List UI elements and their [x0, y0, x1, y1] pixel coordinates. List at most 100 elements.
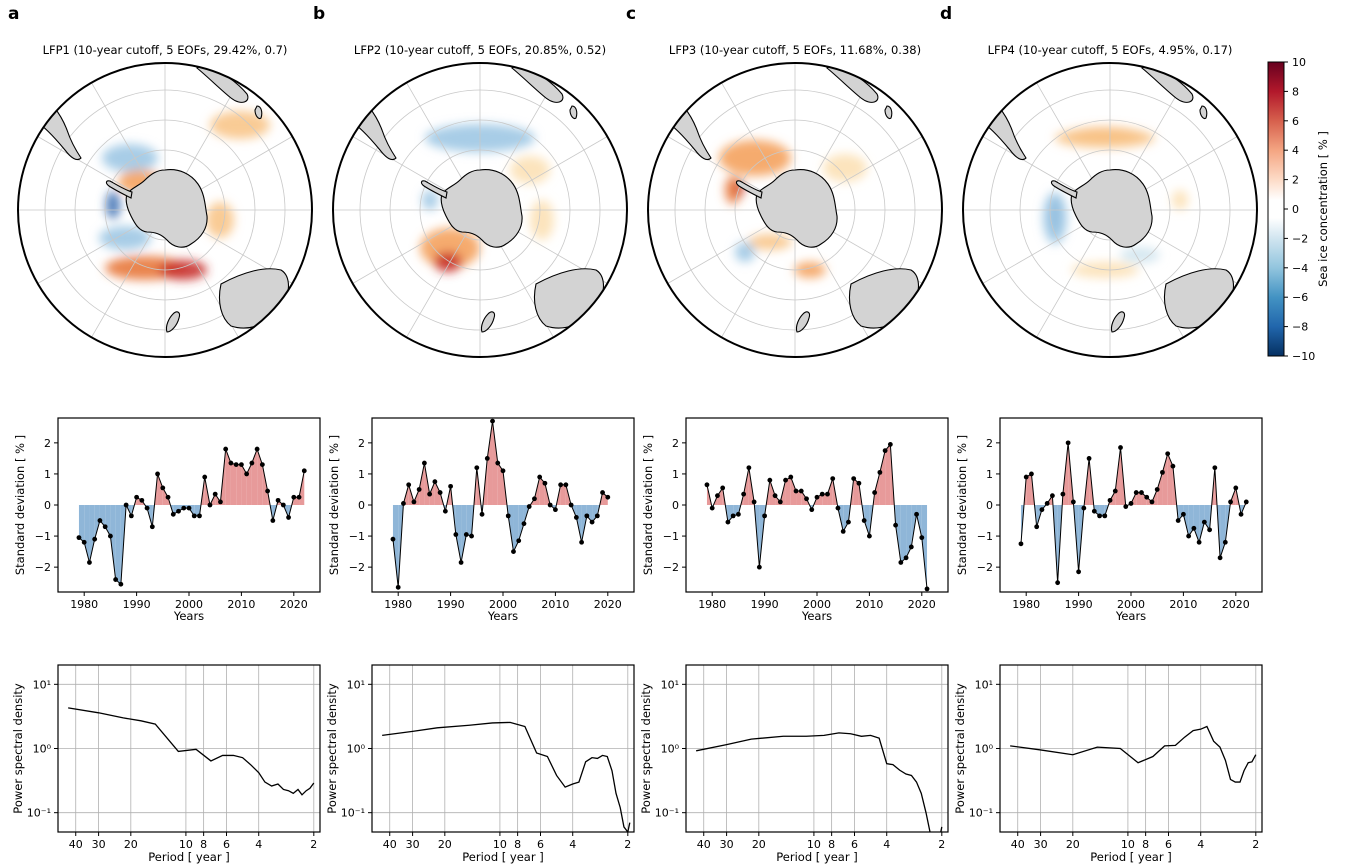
data-point-c-9 [751, 499, 757, 505]
data-point-a-2 [87, 560, 92, 565]
data-point-b-16 [474, 465, 480, 471]
data-point-a-4 [97, 518, 103, 523]
anomaly-patch-b-1 [510, 156, 550, 184]
data-point-c-22 [819, 491, 825, 497]
positive-area-c-15-0 [785, 477, 791, 505]
data-point-b-24 [516, 538, 522, 544]
anomaly-patch-b-2 [420, 228, 480, 268]
map-title-b: LFP2 (10-year cutoff, 5 EOFs, 20.85%, 0.… [354, 43, 606, 57]
data-point-d-15 [1097, 513, 1102, 519]
ts-xtick-label-c-4: 2020 [908, 598, 936, 611]
colorbar-tick-label-10: −10 [1292, 350, 1315, 363]
ps-ytick-label-b-1: 10⁰ [347, 743, 366, 756]
ps-ytick-label-a-1: 10⁰ [33, 743, 52, 756]
data-point-d-26 [1154, 487, 1160, 492]
data-point-b-17 [479, 511, 485, 517]
data-point-a-19 [176, 508, 181, 514]
series-line-c [706, 443, 928, 589]
data-point-a-21 [186, 505, 192, 511]
data-point-a-15 [155, 471, 160, 477]
data-point-b-40 [600, 490, 605, 495]
negative-area-a-22-0 [194, 505, 200, 516]
negative-area-b-35-0 [576, 505, 582, 543]
data-point-d-35 [1201, 519, 1207, 525]
data-point-b-20 [495, 460, 501, 466]
ts-xtick-label-d-3: 2010 [1169, 598, 1197, 611]
negative-area-a-2-0 [89, 505, 95, 563]
ps-plot-area-d [1000, 665, 1262, 832]
data-point-a-43 [301, 468, 307, 474]
colorbar-tick-label-1: 8 [1292, 85, 1299, 98]
ps-xtick-label-a-0: 40 [69, 838, 83, 851]
map-content-a [18, 63, 312, 357]
data-point-b-37 [584, 513, 590, 519]
data-point-b-32 [558, 482, 564, 488]
anomaly-patch-b-4 [530, 200, 554, 240]
data-point-c-18 [798, 488, 804, 494]
spectrum-line-c [696, 732, 943, 832]
positive-area-b-7-0 [429, 481, 435, 505]
data-point-b-2 [401, 501, 406, 506]
data-point-d-42 [1238, 511, 1244, 517]
positive-area-b-5-0 [419, 463, 425, 505]
colorbar-tick-label-3: 4 [1292, 144, 1299, 157]
positive-area-a-35-0 [262, 464, 268, 505]
map-content-b [333, 63, 627, 357]
spectrum-line-b [382, 721, 631, 832]
data-point-d-0 [1018, 541, 1024, 547]
anomaly-patch-d-5 [1172, 190, 1188, 210]
ps-xtick-label-c-7: 2 [938, 838, 945, 851]
anomaly-patch-a-0 [210, 111, 270, 139]
ts-plot-area-a [76, 446, 307, 587]
data-point-c-40 [914, 511, 919, 517]
negative-area-c-41-0 [921, 505, 928, 589]
ts-ytick-label-d-1: −1 [977, 530, 993, 543]
polar-map-b [332, 62, 628, 358]
data-point-d-32 [1186, 533, 1192, 539]
positive-area-c-2-0 [717, 487, 723, 505]
data-point-b-7 [427, 491, 433, 497]
data-point-c-8 [746, 465, 752, 471]
negative-area-d-14-0 [1094, 505, 1100, 516]
ts-plot-area-b [390, 418, 611, 590]
data-point-b-25 [521, 521, 527, 527]
anomaly-patch-a-3 [106, 191, 120, 219]
data-point-b-35 [573, 515, 579, 520]
data-point-a-0 [76, 535, 82, 541]
ts-xlabel-c: Years [801, 609, 832, 623]
anomaly-patch-b-3 [434, 252, 462, 272]
data-point-a-17 [165, 494, 171, 500]
ts-xtick-label-c-0: 1980 [698, 598, 726, 611]
data-point-a-37 [270, 518, 276, 523]
data-point-b-18 [484, 455, 490, 461]
map-title-c: LFP3 (10-year cutoff, 5 EOFs, 11.68%, 0.… [669, 43, 921, 57]
ts-xtick-label-b-3: 2010 [541, 598, 569, 611]
data-point-d-5 [1044, 501, 1050, 506]
ps-xtick-label-b-5: 6 [537, 838, 544, 851]
data-point-b-19 [490, 418, 495, 424]
ps-ylabel-d: Power spectral density [953, 683, 967, 814]
negative-area-b-23-0 [513, 505, 519, 552]
negative-area-c-26-0 [843, 505, 849, 532]
data-point-b-14 [463, 532, 469, 537]
data-point-b-0 [390, 536, 396, 542]
ts-ytick-label-b-1: −1 [349, 530, 365, 543]
data-point-c-14 [777, 499, 783, 505]
ts-ytick-label-a-1: −1 [35, 530, 51, 543]
data-point-b-28 [537, 474, 543, 480]
data-point-c-5 [730, 513, 736, 519]
data-point-a-14 [149, 524, 155, 530]
ts-ytick-label-a-0: −2 [35, 561, 51, 574]
ps-plot-area-a [58, 665, 320, 832]
positive-area-c-33-0 [879, 450, 886, 505]
data-point-b-12 [453, 532, 459, 537]
data-point-d-27 [1160, 469, 1165, 475]
negative-area-b-12-0 [455, 505, 462, 563]
data-point-a-18 [170, 511, 176, 517]
positive-area-c-23-0 [827, 478, 833, 505]
data-point-d-8 [1060, 491, 1066, 497]
polar-map-d [962, 62, 1258, 358]
ps-ytick-label-c-0: 10⁻¹ [655, 807, 679, 820]
data-point-b-5 [416, 487, 422, 492]
ps-xtick-label-b-6: 4 [569, 838, 576, 851]
